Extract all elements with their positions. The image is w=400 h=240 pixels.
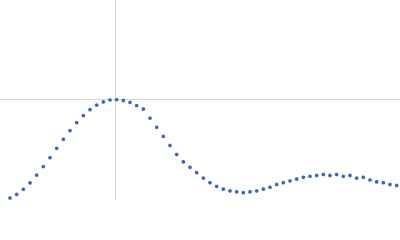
point: [154, 125, 159, 130]
point: [81, 113, 86, 118]
point: [314, 173, 319, 178]
point: [128, 100, 132, 105]
point: [148, 116, 152, 120]
point: [121, 98, 126, 103]
point: [194, 170, 199, 175]
point: [394, 183, 399, 188]
point: [168, 143, 172, 148]
point: [241, 190, 246, 195]
point: [308, 174, 312, 179]
point: [354, 176, 359, 180]
point: [134, 103, 139, 108]
point: [381, 180, 386, 185]
point: [88, 107, 92, 112]
point: [348, 173, 352, 178]
point: [274, 182, 279, 187]
point: [201, 176, 206, 180]
point: [228, 189, 232, 193]
point: [174, 152, 179, 157]
point: [188, 165, 192, 170]
point: [141, 107, 146, 111]
point: [341, 174, 346, 179]
point: [388, 182, 392, 187]
point: [94, 103, 99, 107]
point: [208, 180, 212, 185]
point: [261, 187, 266, 191]
point: [248, 190, 252, 194]
point: [254, 189, 259, 193]
point: [221, 187, 226, 191]
chart: [0, 0, 400, 200]
point: [14, 192, 19, 197]
point: [301, 175, 306, 180]
point: [21, 187, 26, 192]
point: [368, 178, 372, 182]
point: [34, 173, 39, 177]
point: [321, 172, 326, 177]
point: [28, 181, 32, 185]
point: [8, 196, 12, 200]
point: [334, 172, 339, 177]
point: [54, 146, 59, 151]
point: [288, 179, 292, 183]
point: [114, 97, 119, 102]
point: [328, 173, 332, 178]
point: [214, 184, 219, 189]
point: [48, 155, 52, 160]
point: [161, 134, 166, 139]
point: [268, 185, 272, 190]
point: [68, 128, 72, 133]
point: [74, 120, 79, 125]
point: [361, 175, 366, 180]
point: [294, 177, 299, 181]
point: [101, 100, 106, 104]
point: [61, 137, 66, 142]
point: [108, 98, 112, 102]
point: [234, 190, 239, 194]
point: [374, 180, 379, 184]
point: [281, 180, 286, 185]
point: [41, 164, 46, 169]
point: [181, 160, 186, 164]
